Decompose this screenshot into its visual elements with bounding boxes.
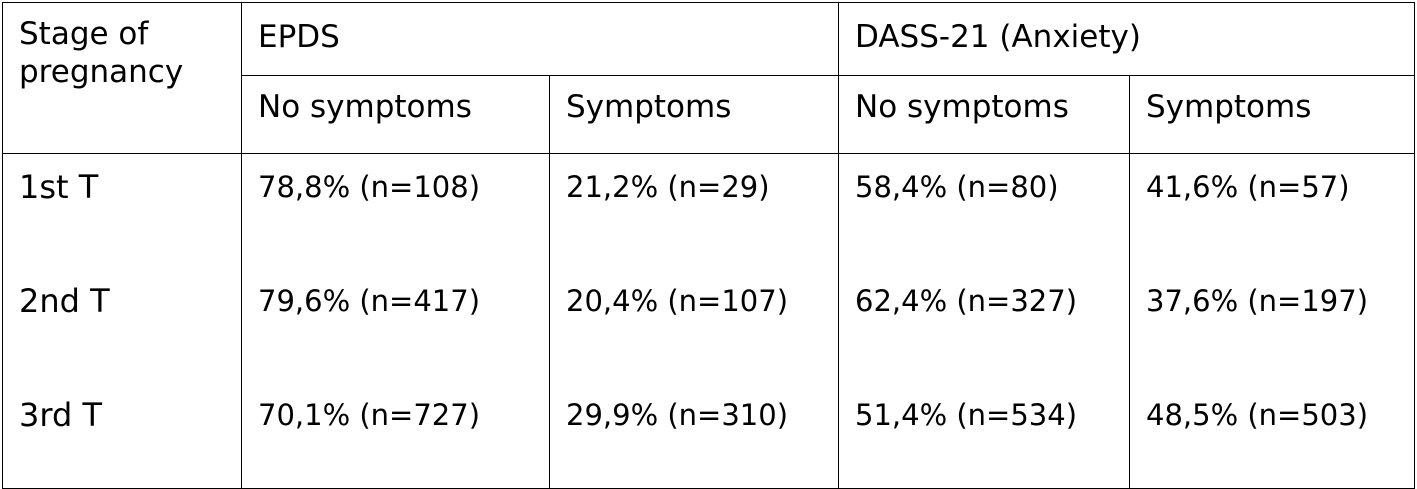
value-cell: 29,9% (n=310) [549,382,839,489]
value-cell: 37,6% (n=197) [1128,268,1416,382]
stage-cell: 2nd T [2,268,242,382]
stage-header: Stage of pregnancy [2,2,242,154]
value-cell: 58,4% (n=80) [838,153,1130,268]
table-row: 2nd T 79,6% (n=417) 20,4% (n=107) 62,4% … [2,268,1416,382]
value-cell: 48,5% (n=503) [1128,382,1416,489]
value-cell: 70,1% (n=727) [241,382,550,489]
value-cell: 62,4% (n=327) [838,268,1130,382]
value-cell: 79,6% (n=417) [241,268,550,382]
value-cell: 41,6% (n=57) [1128,153,1416,268]
epds-no-symptoms-header: No symptoms [241,75,550,154]
header-row-groups: Stage of pregnancy EPDS DASS-21 (Anxiety… [2,2,1416,154]
value-cell: 78,8% (n=108) [241,153,550,268]
value-cell: 51,4% (n=534) [838,382,1130,489]
epds-header: EPDS [241,2,839,76]
stage-cell: 3rd T [2,382,242,489]
value-cell: 20,4% (n=107) [549,268,839,382]
stage-cell: 1st T [2,153,242,268]
dass-symptoms-header: Symptoms [1128,75,1416,154]
dass-header: DASS-21 (Anxiety) [837,2,1416,76]
value-cell: 21,2% (n=29) [549,153,839,268]
table-row: 1st T 78,8% (n=108) 21,2% (n=29) 58,4% (… [2,153,1416,268]
table-row: 3rd T 70,1% (n=727) 29,9% (n=310) 51,4% … [2,382,1416,489]
epds-symptoms-header: Symptoms [549,75,839,154]
header-row-subgroups: No symptoms Symptoms No symptoms Symptom… [3,75,1416,154]
dass-no-symptoms-header: No symptoms [838,75,1130,154]
